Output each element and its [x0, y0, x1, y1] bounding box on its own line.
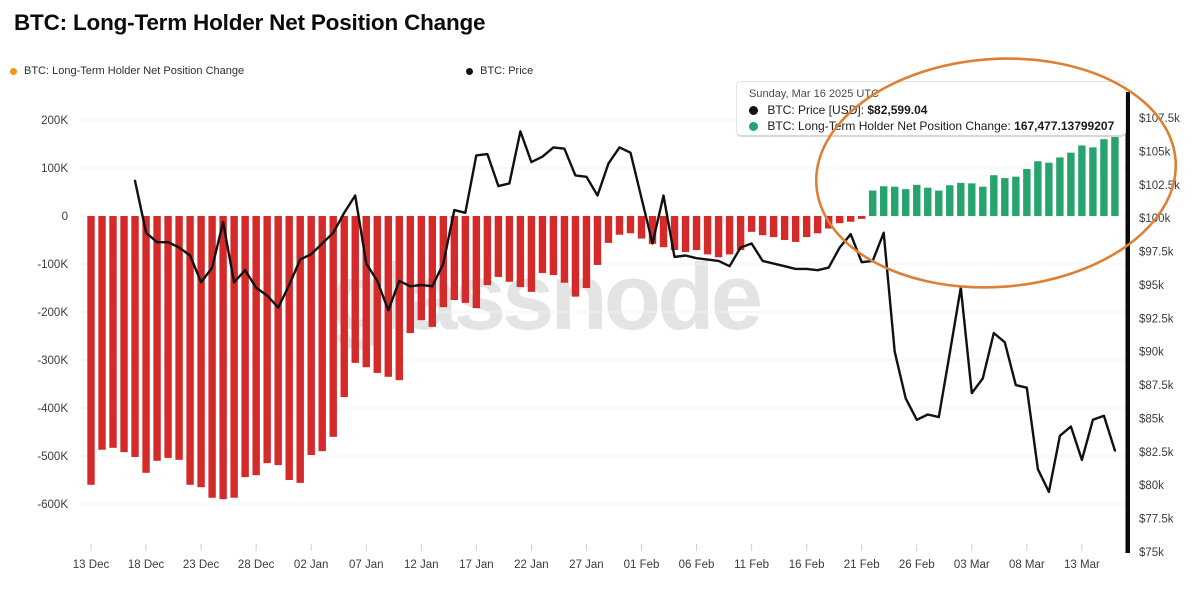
- svg-text:07 Jan: 07 Jan: [349, 559, 384, 571]
- svg-text:$97.5k: $97.5k: [1139, 247, 1174, 259]
- svg-text:$95k: $95k: [1139, 280, 1164, 292]
- svg-text:$105k: $105k: [1139, 146, 1171, 158]
- svg-text:16 Feb: 16 Feb: [789, 559, 825, 571]
- svg-text:08 Mar: 08 Mar: [1009, 559, 1045, 571]
- svg-text:13 Dec: 13 Dec: [73, 559, 110, 571]
- svg-text:01 Feb: 01 Feb: [624, 559, 660, 571]
- svg-text:11 Feb: 11 Feb: [734, 559, 769, 571]
- svg-text:28 Dec: 28 Dec: [238, 559, 275, 571]
- svg-text:-100K: -100K: [37, 259, 68, 271]
- svg-text:$107.5k: $107.5k: [1139, 113, 1180, 125]
- legend-item-net-position-change[interactable]: BTC: Long-Term Holder Net Position Chang…: [10, 65, 244, 77]
- legend-label-price: BTC: Price: [480, 65, 534, 77]
- tooltip-lth-row: BTC: Long-Term Holder Net Position Chang…: [749, 118, 1115, 134]
- tooltip-lth-value: 167,477.13799207: [1014, 119, 1115, 133]
- svg-text:$80k: $80k: [1139, 480, 1164, 492]
- svg-text:18 Dec: 18 Dec: [128, 559, 165, 571]
- x-axis-labels: 13 Dec 18 Dec 23 Dec 28 Dec 02 Jan 07 Jan 12 J…: [73, 544, 1100, 571]
- legend-swatch-black-icon: [466, 67, 474, 75]
- svg-text:$82.5k: $82.5k: [1139, 447, 1174, 459]
- svg-text:$75k: $75k: [1139, 547, 1164, 559]
- svg-text:$87.5k: $87.5k: [1139, 380, 1174, 392]
- svg-text:-400K: -400K: [37, 403, 68, 415]
- svg-text:22 Jan: 22 Jan: [514, 559, 549, 571]
- svg-text:-500K: -500K: [37, 451, 68, 463]
- svg-text:-300K: -300K: [37, 355, 68, 367]
- left-axis-labels: 200K 100K 0 -100K -200K -300K -400K -500K -600K: [37, 115, 68, 511]
- svg-text:$100k: $100k: [1139, 213, 1171, 225]
- tooltip-price-label: BTC: Price [USD]:: [767, 103, 865, 117]
- svg-text:$102.5k: $102.5k: [1139, 180, 1180, 192]
- tooltip-price-value: $82,599.04: [867, 103, 928, 117]
- svg-text:23 Dec: 23 Dec: [183, 559, 220, 571]
- right-axis-spine: [1125, 92, 1130, 553]
- page-title: BTC: Long-Term Holder Net Position Chang…: [14, 10, 486, 35]
- svg-text:26 Feb: 26 Feb: [899, 559, 935, 571]
- svg-text:$92.5k: $92.5k: [1139, 313, 1174, 325]
- svg-text:100K: 100K: [41, 163, 68, 175]
- price-line[interactable]: [133, 130, 1117, 494]
- net-position-dot-icon: [749, 122, 758, 131]
- svg-text:200K: 200K: [41, 115, 68, 127]
- svg-text:21 Feb: 21 Feb: [844, 559, 880, 571]
- svg-text:-200K: -200K: [37, 307, 68, 319]
- svg-text:-600K: -600K: [37, 499, 68, 511]
- legend-label-net-position-change: BTC: Long-Term Holder Net Position Chang…: [24, 65, 245, 77]
- svg-text:$90k: $90k: [1139, 347, 1164, 359]
- tooltip-lth-label: BTC: Long-Term Holder Net Position Chang…: [767, 119, 1011, 133]
- svg-text:17 Jan: 17 Jan: [459, 559, 494, 571]
- price-dot-icon: [749, 106, 758, 115]
- svg-text:12 Jan: 12 Jan: [404, 559, 439, 571]
- right-axis-labels: $107.5k $105k $102.5k $100k $97.5k $95k $92.5k…: [1139, 113, 1180, 559]
- legend-item-price[interactable]: BTC: Price: [466, 65, 533, 77]
- svg-text:$77.5k: $77.5k: [1139, 514, 1174, 526]
- svg-text:$85k: $85k: [1139, 413, 1164, 425]
- svg-text:03 Mar: 03 Mar: [954, 559, 990, 571]
- legend: BTC: Long-Term Holder Net Position Chang…: [10, 65, 559, 77]
- svg-text:02 Jan: 02 Jan: [294, 559, 329, 571]
- svg-text:0: 0: [62, 211, 68, 223]
- svg-text:13 Mar: 13 Mar: [1064, 559, 1100, 571]
- svg-text:06 Feb: 06 Feb: [679, 559, 715, 571]
- tooltip-price-row: BTC: Price [USD]: $82,599.04: [749, 102, 1115, 118]
- legend-swatch-orange-icon: [10, 67, 17, 75]
- tooltip-date: Sunday, Mar 16 2025 UTC: [749, 88, 880, 100]
- hover-tooltip: Sunday, Mar 16 2025 UTC BTC: Price [USD]…: [736, 81, 1126, 137]
- svg-text:27 Jan: 27 Jan: [569, 559, 604, 571]
